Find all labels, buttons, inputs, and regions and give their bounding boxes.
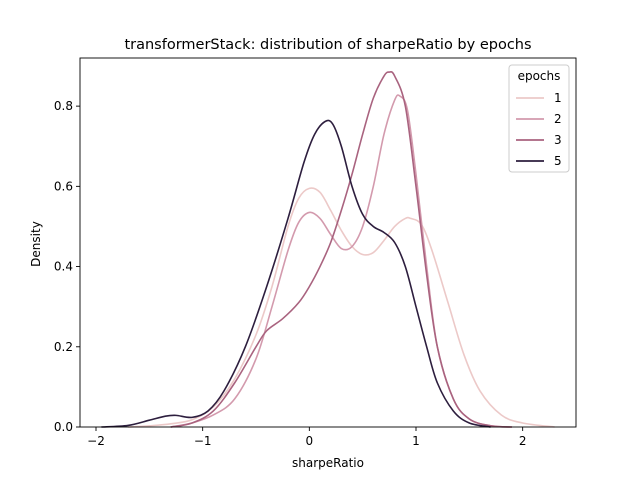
legend-title: epochs: [518, 69, 561, 83]
legend-label-5: 5: [554, 154, 562, 168]
y-axis-label: Density: [29, 221, 43, 267]
y-tick-label: 0.8: [54, 99, 73, 113]
x-tick-label: 1: [412, 434, 420, 448]
y-tick-label: 0.0: [54, 420, 73, 434]
x-tick-label: −2: [87, 434, 105, 448]
legend-label-3: 3: [554, 133, 562, 147]
legend-label-1: 1: [554, 91, 562, 105]
axes-frame: [79, 57, 577, 428]
y-tick-label: 0.6: [54, 179, 73, 193]
series-line-5: [101, 119, 491, 428]
y-tick-label: 0.2: [54, 340, 73, 354]
legend-label-2: 2: [554, 112, 562, 126]
x-tick-label: 0: [306, 434, 314, 448]
x-tick-label: −1: [194, 434, 212, 448]
axes: −2 −1 0 1 2 0.0 0.2 0.4 0.6 0.8: [54, 57, 577, 448]
y-tick-label: 0.4: [54, 260, 73, 274]
x-axis-label: sharpeRatio: [292, 456, 364, 470]
chart-title: transformerStack: distribution of sharpe…: [124, 37, 531, 53]
plot-area: [101, 71, 555, 428]
legend: epochs 1 2 3 5: [508, 64, 570, 173]
series-line-1: [127, 187, 555, 428]
x-tick-label: 2: [519, 434, 527, 448]
series-line-3: [170, 71, 513, 428]
